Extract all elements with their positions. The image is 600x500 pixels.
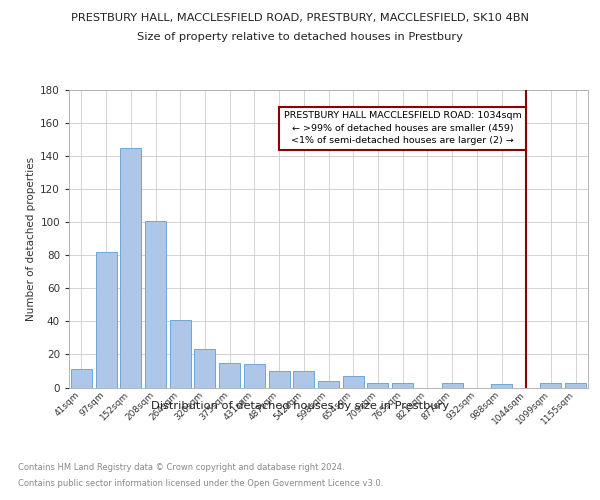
Bar <box>392 382 413 388</box>
Text: Distribution of detached houses by size in Prestbury: Distribution of detached houses by size … <box>151 401 449 411</box>
Bar <box>244 364 265 388</box>
Bar <box>318 381 339 388</box>
Text: Contains HM Land Registry data © Crown copyright and database right 2024.: Contains HM Land Registry data © Crown c… <box>18 462 344 471</box>
Bar <box>145 220 166 388</box>
Text: PRESTBURY HALL, MACCLESFIELD ROAD, PRESTBURY, MACCLESFIELD, SK10 4BN: PRESTBURY HALL, MACCLESFIELD ROAD, PREST… <box>71 12 529 22</box>
Bar <box>541 382 562 388</box>
Bar <box>170 320 191 388</box>
Bar <box>565 382 586 388</box>
Bar <box>367 382 388 388</box>
Bar <box>95 252 116 388</box>
Bar <box>491 384 512 388</box>
Text: Contains public sector information licensed under the Open Government Licence v3: Contains public sector information licen… <box>18 478 383 488</box>
Bar <box>219 362 240 388</box>
Text: PRESTBURY HALL MACCLESFIELD ROAD: 1034sqm
← >99% of detached houses are smaller : PRESTBURY HALL MACCLESFIELD ROAD: 1034sq… <box>284 112 521 146</box>
Bar <box>120 148 141 388</box>
Bar <box>194 350 215 388</box>
Bar <box>293 371 314 388</box>
Y-axis label: Number of detached properties: Number of detached properties <box>26 156 36 321</box>
Bar <box>269 371 290 388</box>
Bar <box>343 376 364 388</box>
Bar <box>442 382 463 388</box>
Text: Size of property relative to detached houses in Prestbury: Size of property relative to detached ho… <box>137 32 463 42</box>
Bar <box>71 370 92 388</box>
